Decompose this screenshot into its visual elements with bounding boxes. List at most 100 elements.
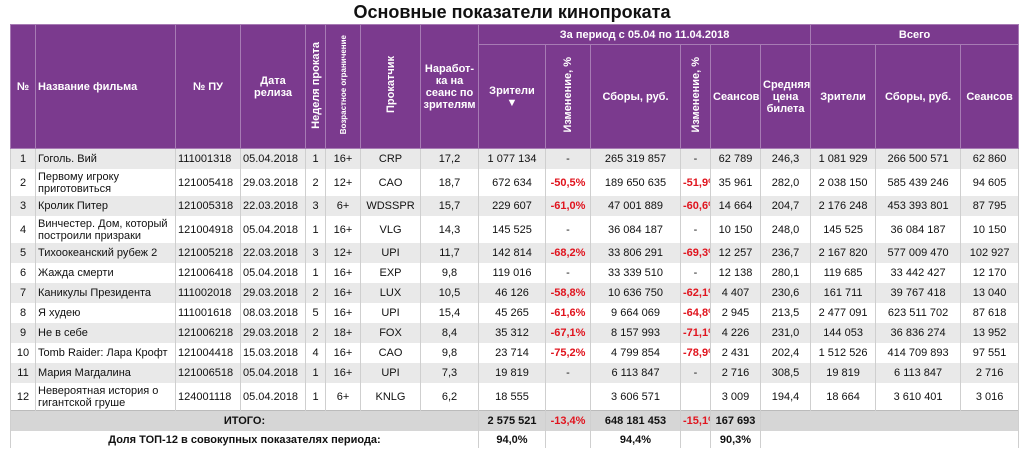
- table-cell: 16+: [325, 343, 361, 363]
- table-cell: -: [680, 363, 711, 383]
- table-cell: 111001618: [175, 303, 241, 323]
- table-cell: 119 685: [810, 263, 877, 283]
- table-cell: 22.03.2018: [240, 243, 306, 263]
- col-header: Дата релиза: [240, 24, 306, 149]
- table-row: 7 Каникулы Президента 111002018 29.03.2018 2…: [10, 283, 1020, 303]
- table-cell: 36 836 274: [875, 323, 962, 343]
- table-cell: 121006518: [175, 363, 241, 383]
- table-cell: EXP: [360, 263, 421, 283]
- table-cell: 3 610 401: [875, 383, 962, 411]
- table-cell: 2 945: [710, 303, 761, 323]
- col-header-cell[interactable]: Зрители ▼: [478, 44, 546, 149]
- table-cell: 231,0: [759, 323, 812, 343]
- table-cell: 145 525: [810, 216, 877, 243]
- table-cell: 577 009 470: [875, 243, 962, 263]
- table-cell: 19 819: [810, 363, 877, 383]
- col-header: Сеансов: [710, 44, 761, 149]
- table-cell: 121005318: [175, 196, 241, 216]
- table-cell: 16+: [325, 283, 361, 303]
- share-pad: [545, 431, 591, 448]
- table-cell: 10 636 750: [590, 283, 681, 303]
- table-cell: 11: [10, 363, 36, 383]
- table-cell: 6 113 847: [590, 363, 681, 383]
- table-cell: 1: [305, 363, 326, 383]
- table-cell: 35 312: [478, 323, 546, 343]
- table-cell: 248,0: [759, 216, 812, 243]
- table-cell: 16+: [325, 263, 361, 283]
- table-cell: Винчестер. Дом, который построили призра…: [35, 216, 176, 243]
- table-cell: 2 038 150: [810, 169, 877, 196]
- table-cell: 111001318: [175, 148, 241, 169]
- table-cell: Не в себе: [35, 323, 176, 343]
- col-header-cell: Изменение, %: [545, 44, 591, 149]
- table-cell: UPI: [360, 303, 421, 323]
- table-cell: 18,7: [420, 169, 479, 196]
- table-row: 10 Tomb Raider: Лара Крофт 121004418 15.03.…: [10, 343, 1020, 363]
- share-label: Доля ТОП-12 в совокупных показателях пер…: [10, 431, 479, 448]
- share-pad: [759, 431, 1020, 448]
- table-cell: 1: [305, 383, 326, 411]
- totals-pad: [759, 410, 1020, 431]
- table-cell: 144 053: [810, 323, 877, 343]
- table-cell: 6,2: [420, 383, 479, 411]
- table-cell: 3: [305, 196, 326, 216]
- table-cell: -78,9%: [680, 343, 711, 363]
- table-cell: 121005418: [175, 169, 241, 196]
- table-cell: 145 525: [478, 216, 546, 243]
- table-row: 9 Не в себе 121006218 29.03.2018 2 18+ FOX 8,4 3…: [10, 323, 1020, 343]
- table-row: 2 Первому игроку приготовиться 121005418 29…: [10, 169, 1020, 196]
- table-cell: 87 795: [960, 196, 1020, 216]
- share-cell: 90,3%: [710, 431, 761, 448]
- table-cell: 1: [305, 263, 326, 283]
- table-cell: 6 113 847: [875, 363, 962, 383]
- table-cell: 12 138: [710, 263, 761, 283]
- table-cell: KNLG: [360, 383, 421, 411]
- table-cell: -75,2%: [545, 343, 591, 363]
- table-cell: -64,8%: [680, 303, 711, 323]
- table-cell: 1 081 929: [810, 148, 877, 169]
- table-cell: 94 605: [960, 169, 1020, 196]
- col-header: №: [10, 24, 36, 149]
- table-cell: 672 634: [478, 169, 546, 196]
- table-cell: CRP: [360, 148, 421, 169]
- table-cell: 2: [305, 169, 326, 196]
- table-cell: -61,6%: [545, 303, 591, 323]
- totals-cell: -15,1%: [680, 410, 711, 431]
- table-cell: 1 512 526: [810, 343, 877, 363]
- table-cell: 3 606 571: [590, 383, 681, 411]
- table-cell: 47 001 889: [590, 196, 681, 216]
- table-cell: 414 709 893: [875, 343, 962, 363]
- table-cell: 266 500 571: [875, 148, 962, 169]
- table-cell: 15.03.2018: [240, 343, 306, 363]
- col-header: Сеансов: [960, 44, 1020, 149]
- table-cell: -: [680, 148, 711, 169]
- table-cell: FOX: [360, 323, 421, 343]
- col-header: Возрастное ограничение: [338, 35, 348, 135]
- table-cell: Каникулы Президента: [35, 283, 176, 303]
- table-cell: 111002018: [175, 283, 241, 303]
- table-cell: CAO: [360, 169, 421, 196]
- table-row: 5 Тихоокеанский рубеж 2 121005218 22.03.201…: [10, 243, 1020, 263]
- table-row: 6 Жажда смерти 121006418 05.04.2018 1 16+ EXP 9…: [10, 263, 1020, 283]
- table-cell: 12+: [325, 243, 361, 263]
- table-cell: 4 799 854: [590, 343, 681, 363]
- col-header: Изменение, %: [562, 57, 574, 133]
- table-cell: 12+: [325, 169, 361, 196]
- table-cell: 39 767 418: [875, 283, 962, 303]
- table-cell: 3: [305, 243, 326, 263]
- table-cell: 35 961: [710, 169, 761, 196]
- table-cell: 36 084 187: [590, 216, 681, 243]
- table-row: 12 Невероятная история о гигантской груше…: [10, 383, 1020, 411]
- table-cell: 10,5: [420, 283, 479, 303]
- table-cell: 121006218: [175, 323, 241, 343]
- table-cell: -67,1%: [545, 323, 591, 343]
- table-cell: 194,4: [759, 383, 812, 411]
- table-cell: CAO: [360, 343, 421, 363]
- table-cell: 13 040: [960, 283, 1020, 303]
- table-cell: 12: [10, 383, 36, 411]
- table-row: 11 Мария Магдалина 121006518 05.04.2018 1 16+…: [10, 363, 1020, 383]
- table-cell: 12 257: [710, 243, 761, 263]
- table-cell: -: [545, 148, 591, 169]
- table-cell: 585 439 246: [875, 169, 962, 196]
- table-cell: 18 555: [478, 383, 546, 411]
